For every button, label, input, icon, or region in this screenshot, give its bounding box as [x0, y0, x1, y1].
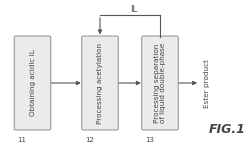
FancyBboxPatch shape: [82, 36, 118, 130]
Text: Processing acetylation: Processing acetylation: [97, 42, 103, 124]
Text: 11: 11: [18, 137, 26, 143]
Text: IL: IL: [130, 5, 138, 14]
FancyBboxPatch shape: [14, 36, 51, 130]
Text: Ester product: Ester product: [204, 58, 210, 108]
FancyBboxPatch shape: [142, 36, 178, 130]
Text: FIG.1: FIG.1: [209, 123, 246, 136]
Text: Obtaining acidic IL: Obtaining acidic IL: [30, 50, 36, 116]
Text: Processing separation
of liquid double-phase: Processing separation of liquid double-p…: [154, 43, 166, 123]
Text: 12: 12: [85, 137, 94, 143]
Text: 13: 13: [145, 137, 154, 143]
